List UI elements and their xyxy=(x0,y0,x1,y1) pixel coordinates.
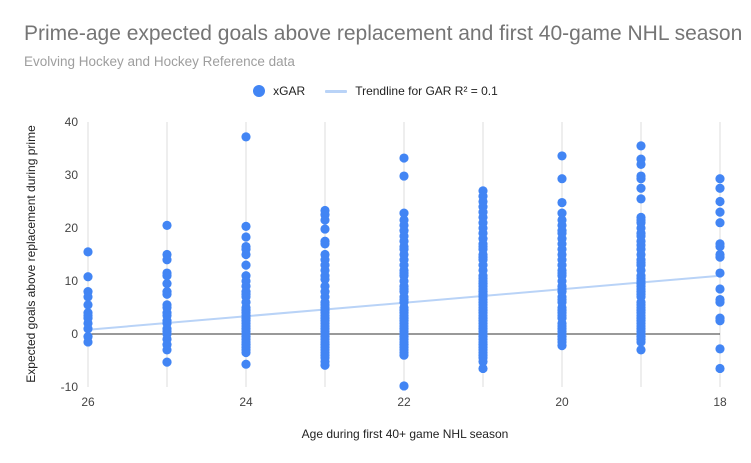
xgar-point xyxy=(715,297,725,307)
xgar-point xyxy=(636,183,646,193)
y-axis-label: Expected goals above replacement during … xyxy=(24,125,38,383)
xgar-point xyxy=(715,252,725,262)
legend-marker-dot-icon xyxy=(253,85,266,97)
x-tick-label: 18 xyxy=(713,395,727,409)
xgar-point xyxy=(478,356,488,367)
xgar-point xyxy=(715,196,725,207)
xgar-point xyxy=(241,347,251,358)
xgar-point xyxy=(636,345,646,355)
xgar-point xyxy=(399,381,409,391)
xgar-point xyxy=(715,363,725,374)
xgar-point xyxy=(320,274,330,285)
x-axis-ticks: 26 24 22 20 18 xyxy=(81,395,727,409)
xgar-points xyxy=(83,132,725,391)
xgar-point xyxy=(399,208,409,218)
legend-item-xgar[interactable]: xGAR xyxy=(253,84,305,98)
xgar-point xyxy=(241,260,251,270)
x-axis-label: Age during first 40+ game NHL season xyxy=(302,427,509,441)
xgar-point xyxy=(162,255,172,265)
xgar-point xyxy=(715,207,725,217)
y-tick-label: -10 xyxy=(61,380,79,394)
legend-label-xgar: xGAR xyxy=(273,84,306,98)
xgar-point xyxy=(83,337,93,347)
xgar-point xyxy=(715,183,725,193)
chart-title: Prime-age expected goals above replaceme… xyxy=(24,22,743,45)
xgar-point xyxy=(83,247,93,257)
xgar-point xyxy=(83,300,93,310)
xgar-point xyxy=(636,174,646,184)
xgar-point xyxy=(241,249,251,260)
xgar-point xyxy=(715,241,725,252)
y-tick-label: 0 xyxy=(71,327,78,341)
xgar-point xyxy=(636,141,646,151)
xgar-point xyxy=(83,324,93,334)
xgar-point xyxy=(715,316,725,326)
xgar-point xyxy=(162,345,172,355)
legend-label-trendline: Trendline for GAR R² = 0.1 xyxy=(355,84,498,98)
xgar-point xyxy=(715,344,725,354)
xgar-point xyxy=(399,171,409,181)
x-tick-label: 20 xyxy=(555,395,569,409)
xgar-point xyxy=(241,232,251,242)
y-tick-label: 30 xyxy=(65,168,79,182)
xgar-point xyxy=(162,279,172,289)
xgar-point xyxy=(636,194,646,204)
xgar-point xyxy=(162,289,172,299)
y-tick-label: 10 xyxy=(65,274,79,288)
xgar-point xyxy=(83,272,93,282)
x-tick-label: 22 xyxy=(397,395,411,409)
xgar-point xyxy=(320,224,330,234)
xgar-point xyxy=(241,359,251,369)
xgar-point xyxy=(715,284,725,294)
y-tick-label: 40 xyxy=(65,115,79,129)
xgar-point xyxy=(557,174,567,184)
xgar-point xyxy=(162,220,172,230)
xgar-point xyxy=(715,174,725,184)
x-tick-label: 24 xyxy=(239,395,253,409)
xgar-point xyxy=(320,360,330,370)
xgar-point xyxy=(320,215,330,225)
chart-subtitle: Evolving Hockey and Hockey Reference dat… xyxy=(24,54,295,69)
y-axis-ticks: -10 0 10 20 30 40 xyxy=(61,115,79,394)
xgar-point xyxy=(715,218,725,228)
xgar-point xyxy=(399,350,409,360)
xgar-point xyxy=(557,208,567,218)
xgar-point xyxy=(162,271,172,281)
xgar-point xyxy=(399,153,409,163)
xgar-point xyxy=(241,221,251,232)
chart-legend: xGAR Trendline for GAR R² = 0.1 xyxy=(0,84,751,98)
legend-marker-line-icon xyxy=(325,89,348,93)
y-tick-label: 20 xyxy=(65,221,79,235)
xgar-point xyxy=(636,337,646,347)
legend-item-trendline[interactable]: Trendline for GAR R² = 0.1 xyxy=(325,84,498,98)
xgar-point xyxy=(557,151,567,161)
xgar-point xyxy=(557,341,567,351)
xgar-point xyxy=(162,357,172,367)
xgar-point xyxy=(636,159,646,169)
xgar-point xyxy=(715,268,725,278)
xgar-point xyxy=(557,197,567,208)
xgar-point xyxy=(478,363,488,374)
xgar-point xyxy=(320,239,330,249)
xgar-point xyxy=(241,132,251,142)
x-tick-label: 26 xyxy=(81,395,95,409)
xgar-point xyxy=(83,292,93,302)
